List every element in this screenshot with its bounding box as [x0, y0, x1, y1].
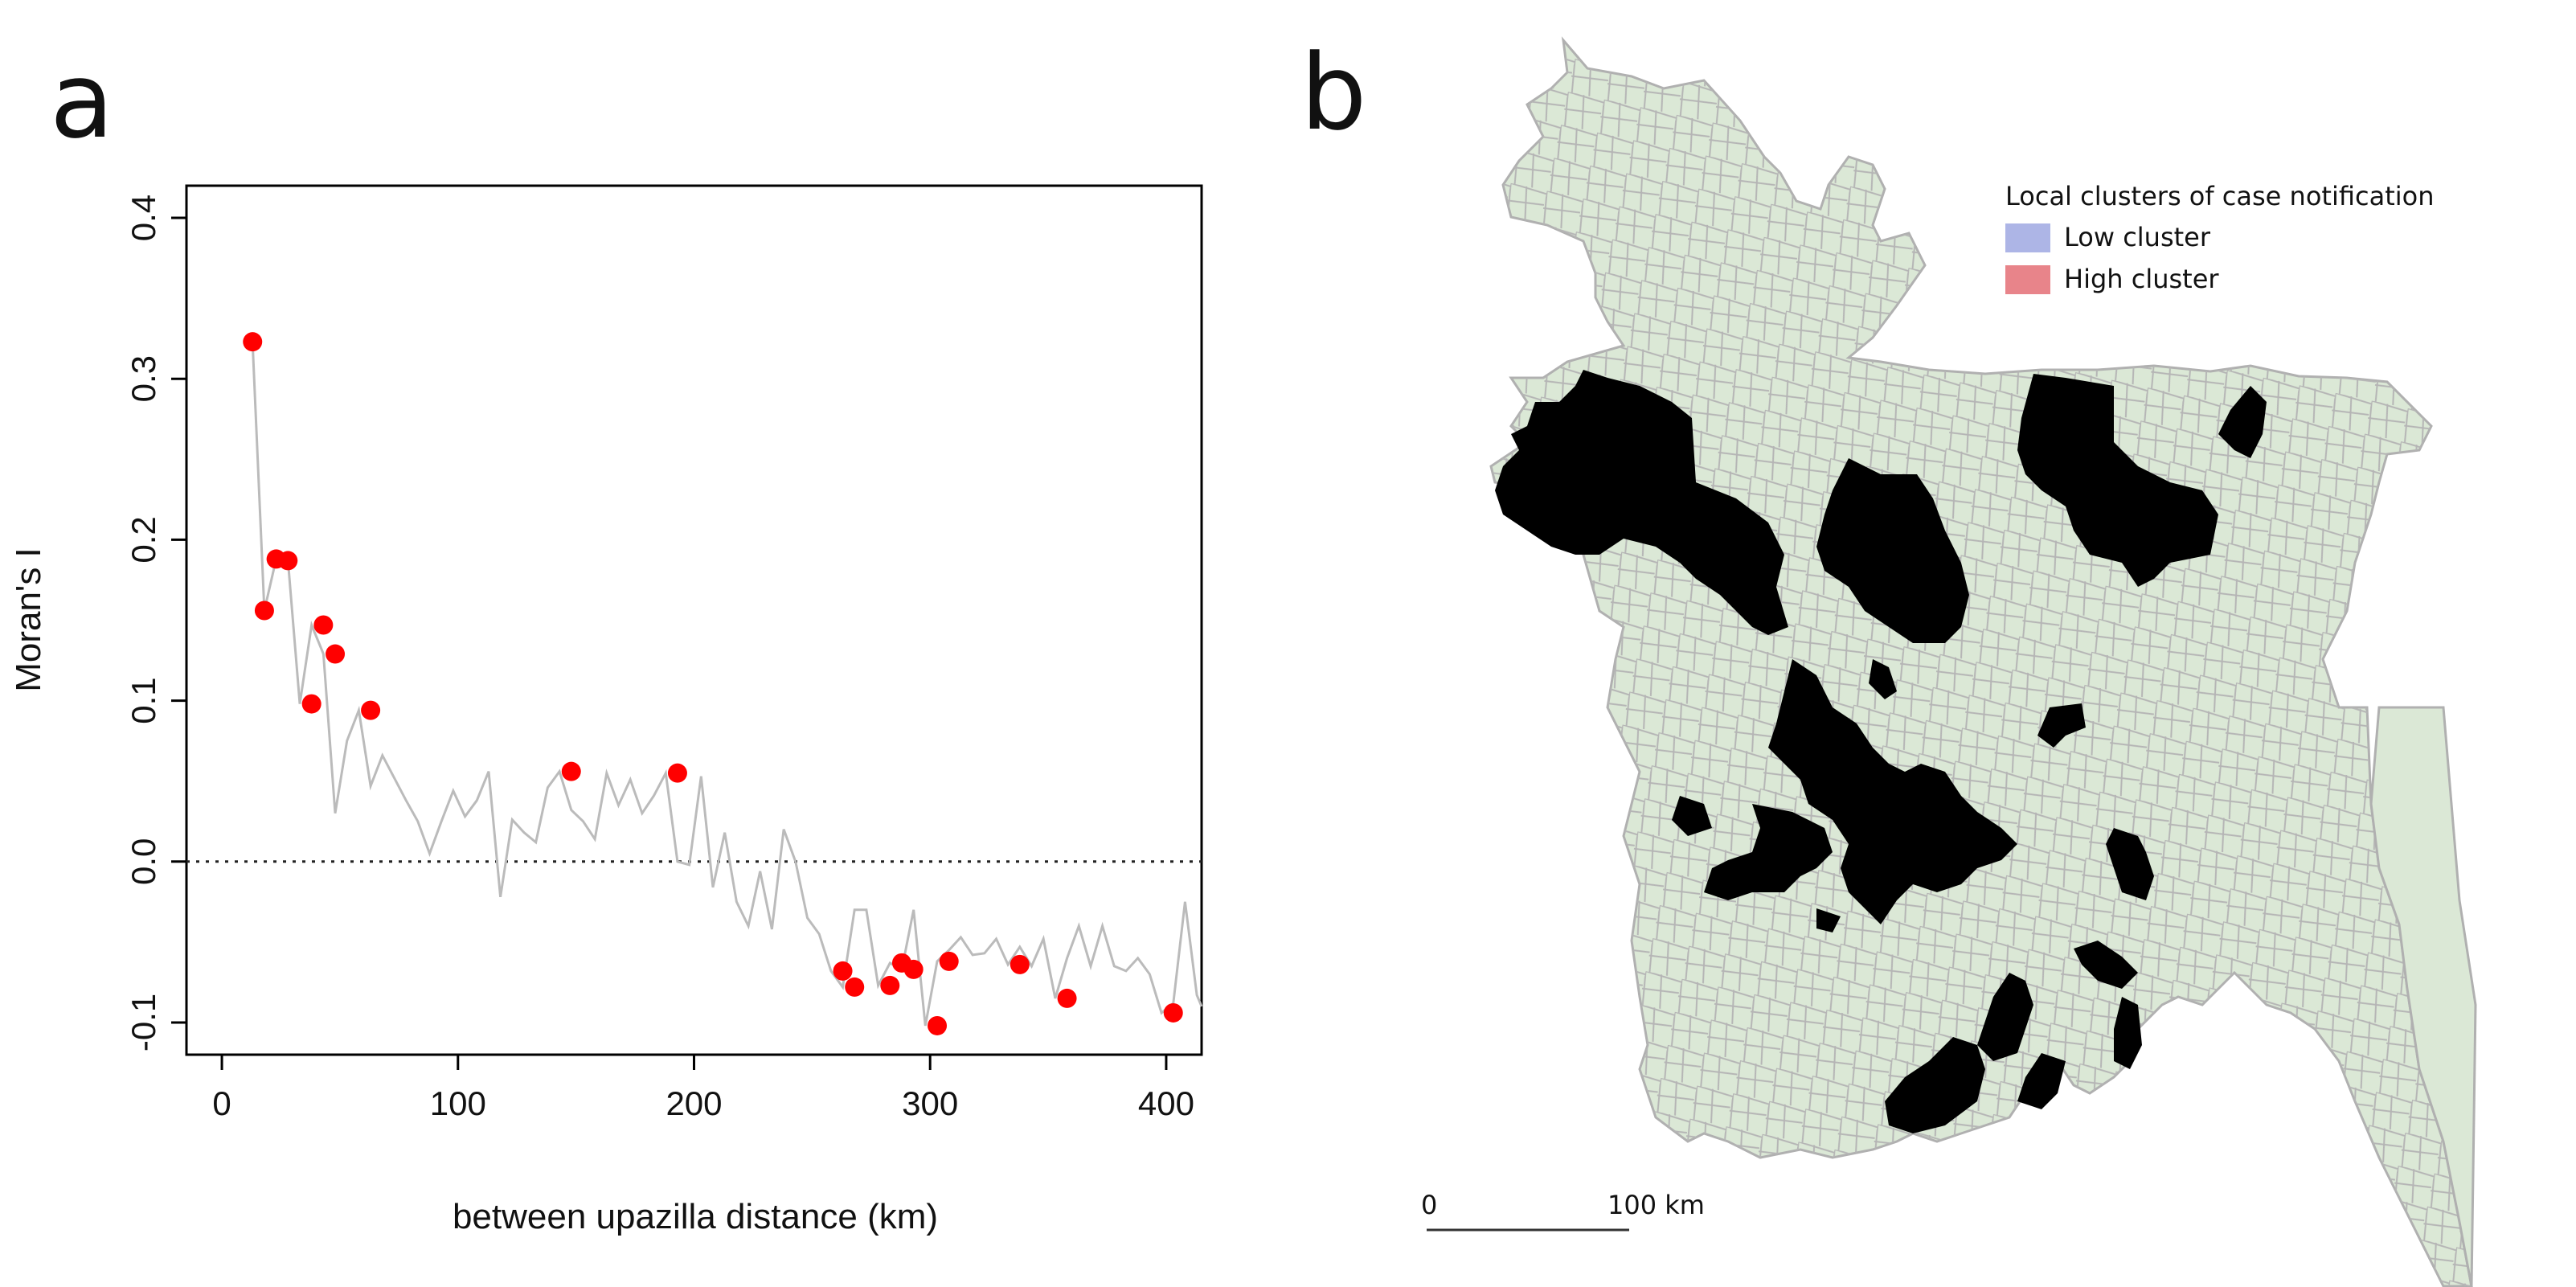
low-cluster-region	[1816, 458, 1969, 643]
scale-bar: 0 100 km	[1421, 1190, 1705, 1232]
y-tick-label: 0.4	[125, 195, 162, 241]
panel-a-letter: a	[50, 39, 114, 162]
data-point	[243, 332, 263, 352]
data-point	[939, 951, 959, 971]
high-cluster-region	[1816, 908, 1841, 932]
data-point	[561, 761, 581, 781]
significant-points	[243, 332, 1183, 1035]
y-tick-label: -0.1	[125, 994, 162, 1051]
high-cluster-region	[2106, 828, 2154, 900]
high-cluster-region	[1672, 796, 1712, 836]
low-cluster-region	[1768, 659, 2017, 924]
y-axis: -0.1 0.0 0.1 0.2 0.3 0.4	[125, 195, 186, 1051]
x-axis-title: between upazilla distance (km)	[453, 1197, 938, 1236]
panel-b-letter: b	[1300, 31, 1367, 154]
map-legend: Local clusters of case notification Low …	[2005, 181, 2434, 294]
high-cluster-region	[2074, 941, 2138, 989]
data-point	[1057, 988, 1077, 1008]
moran-correlogram-chart: -0.1 0.0 0.1 0.2 0.3 0.4 0 100 200 300 400 betwee…	[9, 184, 1203, 1236]
high-cluster-region	[1977, 973, 2033, 1061]
data-point	[313, 615, 334, 635]
legend-label-low: Low cluster	[2064, 222, 2211, 252]
data-point	[845, 977, 865, 997]
correlogram-line	[251, 342, 1203, 1027]
y-tick-label: 0.0	[125, 838, 162, 885]
plot-frame	[185, 184, 1203, 1056]
legend-title: Local clusters of case notification	[2005, 181, 2434, 211]
data-point	[833, 961, 853, 981]
data-point	[1010, 954, 1030, 974]
y-tick-label: 0.2	[125, 516, 162, 563]
x-tick-label: 300	[902, 1084, 958, 1122]
low-cluster-region	[1495, 370, 1788, 635]
upazila-boundaries	[1491, 40, 2472, 1286]
bangladesh-cluster-map: Local clusters of case notification Low …	[1421, 39, 2477, 1287]
data-point	[326, 644, 346, 664]
high-cluster-region	[1885, 1037, 1985, 1133]
data-point	[880, 975, 900, 995]
high-cluster-region	[1704, 804, 1833, 900]
x-tick-label: 200	[666, 1084, 722, 1122]
data-point	[667, 763, 687, 783]
legend-label-high: High cluster	[2064, 264, 2219, 294]
high-cluster-region	[2218, 386, 2267, 458]
high-cluster-regions	[1672, 386, 2267, 1133]
legend-swatch-high	[2005, 265, 2050, 294]
high-cluster-region	[1869, 659, 1897, 699]
chittagong-strip	[2369, 706, 2477, 1287]
y-tick-label: 0.1	[125, 677, 162, 723]
data-point	[1163, 1002, 1183, 1023]
x-axis: 0 100 200 300 400	[212, 1055, 1194, 1122]
scale-label-end: 100 km	[1607, 1190, 1705, 1220]
low-cluster-region	[2017, 374, 2218, 587]
scale-label-start: 0	[1421, 1190, 1437, 1220]
data-point	[928, 1015, 948, 1035]
x-tick-label: 400	[1138, 1084, 1194, 1122]
legend-swatch-low	[2005, 223, 2050, 252]
high-cluster-region	[2037, 703, 2086, 748]
data-point	[254, 600, 274, 621]
low-cluster-regions	[1495, 370, 2218, 924]
data-point	[301, 694, 321, 714]
high-cluster-region	[2114, 997, 2142, 1069]
data-point	[903, 959, 924, 979]
y-tick-label: 0.3	[125, 355, 162, 402]
data-point	[278, 551, 298, 571]
high-cluster-region	[2017, 1053, 2066, 1109]
x-tick-label: 0	[212, 1084, 231, 1122]
y-axis-title: Moran's I	[9, 547, 48, 692]
x-tick-label: 100	[430, 1084, 486, 1122]
data-point	[361, 700, 381, 720]
